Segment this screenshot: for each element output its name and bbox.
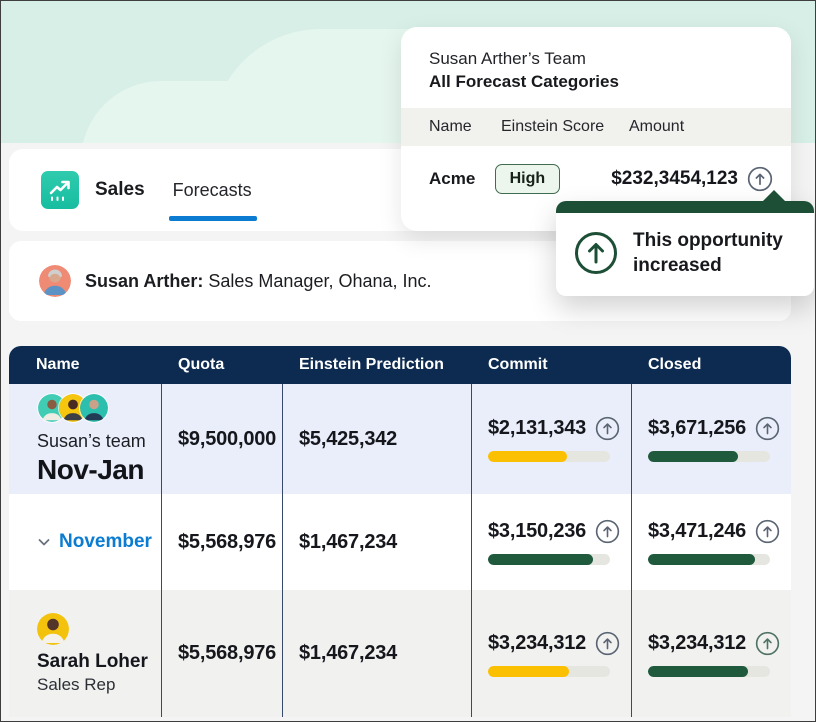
expand-november-link[interactable]: November bbox=[37, 531, 161, 553]
einstein-score-cell: High bbox=[494, 164, 612, 194]
card-column-headers: Name Einstein Score Amount bbox=[401, 108, 791, 146]
closed-progress-track bbox=[648, 554, 770, 565]
closed-value: $3,671,256 bbox=[648, 417, 747, 439]
tooltip-text: This opportunity increased bbox=[633, 230, 783, 277]
team-name-cell: Susan’s team Nov-Jan bbox=[9, 384, 161, 494]
card-column-einstein-score: Einstein Score bbox=[501, 118, 605, 135]
prediction-cell: $1,467,234 bbox=[282, 590, 471, 717]
closed-cell: $3,671,256 bbox=[631, 384, 791, 494]
increase-indicator-icon[interactable] bbox=[755, 519, 780, 544]
prediction-cell: $5,425,342 bbox=[282, 384, 471, 494]
tooltip-pointer bbox=[762, 190, 786, 202]
forecast-table: Name Quota Einstein Prediction Commit Cl… bbox=[9, 346, 791, 717]
table-row-team-summary: Susan’s team Nov-Jan $9,500,000 $5,425,3… bbox=[9, 384, 791, 494]
sales-app-icon[interactable] bbox=[41, 171, 79, 209]
month-label: November bbox=[59, 531, 152, 552]
quota-value: $5,568,976 bbox=[178, 642, 277, 664]
quota-cell: $9,500,000 bbox=[161, 384, 282, 494]
app-name[interactable]: Sales bbox=[95, 179, 145, 200]
closed-value: $3,471,246 bbox=[648, 520, 747, 542]
card-column-name: Name bbox=[429, 118, 472, 135]
arrow-up-circle-icon bbox=[574, 231, 618, 275]
opportunity-amount: $232,3454,123 bbox=[611, 168, 738, 189]
prediction-value: $5,425,342 bbox=[299, 427, 398, 450]
closed-cell: $3,234,312 bbox=[631, 590, 791, 717]
commit-value: $2,131,343 bbox=[488, 417, 587, 439]
einstein-score-badge: High bbox=[494, 164, 561, 194]
table-row-sarah-loher: Sarah Loher Sales Rep $5,568,976 $1,467,… bbox=[9, 590, 791, 717]
closed-progress-fill bbox=[648, 665, 749, 677]
quota-cell: $5,568,976 bbox=[161, 590, 282, 717]
user-name: Susan Arther: bbox=[85, 270, 204, 291]
opportunity-tooltip: This opportunity increased bbox=[556, 190, 814, 297]
cloud-shape bbox=[81, 81, 381, 143]
card-subtitle: All Forecast Categories bbox=[429, 72, 619, 91]
commit-value: $3,234,312 bbox=[488, 631, 587, 654]
increase-indicator-icon[interactable] bbox=[595, 519, 620, 544]
month-name-cell: November bbox=[9, 494, 161, 590]
closed-progress-fill bbox=[648, 451, 739, 462]
commit-progress-fill bbox=[488, 665, 569, 677]
commit-cell: $2,131,343 bbox=[471, 384, 631, 494]
commit-progress-track bbox=[488, 665, 610, 677]
commit-progress-fill bbox=[488, 554, 593, 565]
prediction-value: $1,467,234 bbox=[299, 530, 398, 553]
increase-indicator-icon[interactable] bbox=[595, 631, 620, 656]
user-role: Sales Manager, Ohana, Inc. bbox=[208, 270, 432, 291]
commit-progress-track bbox=[488, 451, 610, 462]
increase-indicator-icon[interactable] bbox=[595, 416, 620, 441]
active-tab-underline bbox=[168, 216, 257, 221]
commit-progress-track bbox=[488, 554, 610, 565]
avatar-sarah-loher bbox=[37, 612, 69, 645]
closed-progress-fill bbox=[648, 554, 756, 565]
closed-value: $3,234,312 bbox=[648, 631, 747, 654]
avatar-team-member-3 bbox=[79, 392, 109, 423]
commit-progress-fill bbox=[488, 451, 568, 462]
increase-indicator-icon[interactable] bbox=[747, 166, 773, 192]
trending-up-icon bbox=[49, 180, 70, 201]
quota-value: $9,500,000 bbox=[178, 427, 277, 450]
tooltip-accent-bar bbox=[556, 190, 814, 213]
prediction-cell: $1,467,234 bbox=[282, 494, 471, 590]
period-label: Nov-Jan bbox=[37, 453, 144, 485]
quota-value: $5,568,976 bbox=[178, 530, 277, 553]
quota-cell: $5,568,976 bbox=[161, 494, 282, 590]
rep-role: Sales Rep bbox=[37, 674, 116, 694]
card-title: Susan Arther’s Team bbox=[429, 49, 586, 68]
column-header-closed: Closed bbox=[648, 356, 702, 373]
closed-progress-track bbox=[648, 665, 770, 677]
user-banner-text: Susan Arther: Sales Manager, Ohana, Inc. bbox=[85, 271, 432, 292]
closed-cell: $3,471,246 bbox=[631, 494, 791, 590]
team-label: Susan’s team bbox=[37, 430, 146, 451]
tab-forecasts[interactable]: Forecasts bbox=[168, 149, 257, 231]
increase-indicator-icon[interactable] bbox=[755, 416, 780, 441]
column-header-einstein-prediction: Einstein Prediction bbox=[299, 356, 444, 373]
table-row-november: November $5,568,976 $1,467,234 $3,150,23… bbox=[9, 494, 791, 590]
tab-forecasts-label: Forecasts bbox=[172, 179, 252, 200]
commit-value: $3,150,236 bbox=[488, 520, 587, 542]
column-header-commit: Commit bbox=[488, 356, 548, 373]
commit-cell: $3,234,312 bbox=[471, 590, 631, 717]
opportunity-name: Acme bbox=[429, 169, 476, 188]
avatar-susan-arther bbox=[39, 265, 71, 297]
team-avatars bbox=[37, 392, 161, 423]
forecast-table-header: Name Quota Einstein Prediction Commit Cl… bbox=[9, 346, 791, 384]
card-opportunity-row: Acme High $232,3454,123 bbox=[401, 146, 791, 194]
rep-name: Sarah Loher bbox=[37, 650, 148, 672]
column-header-quota: Quota bbox=[178, 356, 225, 373]
team-forecast-card: Susan Arther’s Team All Forecast Categor… bbox=[401, 27, 791, 231]
rep-name-cell: Sarah Loher Sales Rep bbox=[9, 590, 161, 717]
prediction-value: $1,467,234 bbox=[299, 642, 398, 664]
chevron-down-icon bbox=[37, 535, 51, 549]
column-header-name: Name bbox=[36, 356, 80, 373]
card-column-amount: Amount bbox=[629, 118, 685, 135]
closed-progress-track bbox=[648, 451, 770, 462]
commit-cell: $3,150,236 bbox=[471, 494, 631, 590]
increase-indicator-icon[interactable] bbox=[755, 631, 780, 656]
